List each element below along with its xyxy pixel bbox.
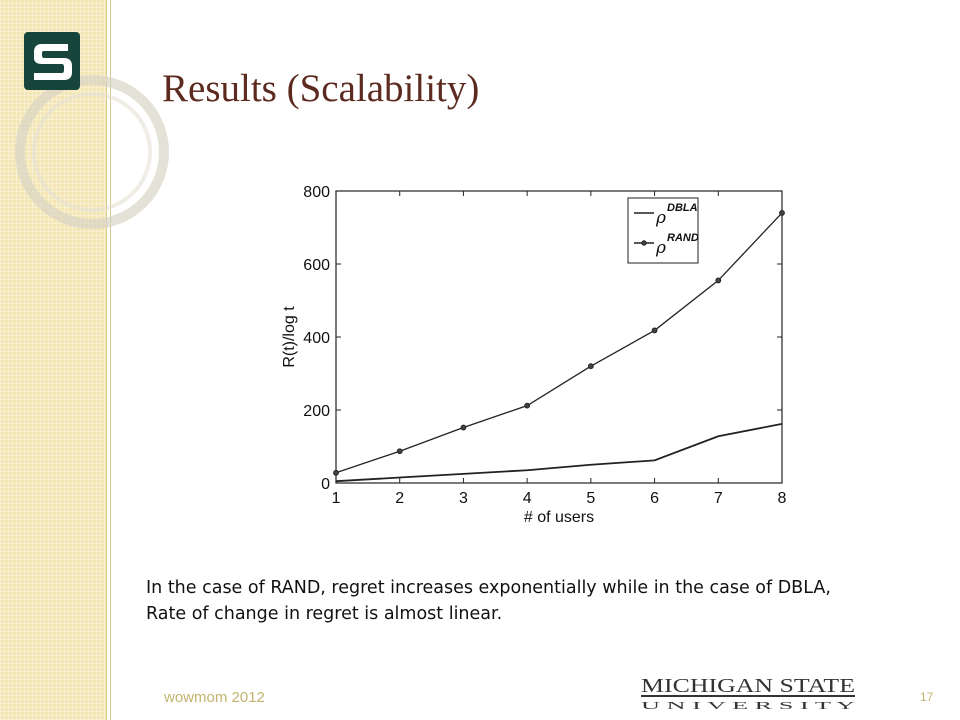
legend-marker-rand — [641, 240, 647, 246]
legend-label-dbla: DBLA — [667, 202, 698, 214]
y-tick-label: 800 — [303, 184, 330, 201]
x-tick-label: 6 — [650, 490, 659, 507]
legend-symbol-dbla: ρ — [655, 208, 666, 228]
caption-line-1: In the case of RAND, regret increases ex… — [146, 578, 831, 598]
data-point-rand — [587, 363, 594, 370]
footer-conference-label: wowmom 2012 — [164, 689, 265, 706]
x-tick-label: 5 — [586, 490, 595, 507]
spartan-s-logo — [24, 32, 80, 90]
y-tick-label: 200 — [303, 403, 330, 420]
caption-line-2: Rate of change in regret is almost linea… — [146, 604, 503, 624]
data-point-rand — [779, 210, 785, 216]
university-name-line-2: U N I V E R S I T Y — [641, 700, 855, 712]
data-point-rand — [333, 469, 339, 476]
series-line-dbla — [335, 422, 783, 483]
x-tick-label: 8 — [778, 490, 787, 507]
legend-symbol-rand: ρ — [655, 238, 666, 258]
y-tick-label: 600 — [303, 257, 330, 274]
data-point-rand — [715, 277, 722, 284]
y-tick-label: 400 — [303, 330, 330, 347]
slide-caption: In the case of RAND, regret increases ex… — [146, 575, 926, 627]
slide-title: Results (Scalability) — [162, 67, 480, 110]
x-tick-label: 3 — [459, 490, 468, 507]
side-band-rule — [110, 0, 111, 720]
x-tick-label: 7 — [714, 490, 723, 507]
y-axis-label: R(t)/log t — [281, 306, 298, 368]
side-decoration-band — [0, 0, 107, 720]
page-number: 17 — [920, 690, 934, 704]
y-tick-label: 0 — [321, 476, 330, 493]
university-name-line-1: MICHIGAN STATE — [641, 675, 855, 697]
scalability-line-chart: 0 200 400 600 800 1 2 3 4 5 6 7 8 # of users R(t)/log … — [281, 184, 787, 526]
data-point-rand — [651, 327, 658, 334]
x-tick-label: 4 — [523, 490, 532, 507]
data-point-rand — [460, 424, 467, 431]
data-point-rand — [524, 402, 531, 409]
plot-frame — [335, 190, 783, 484]
x-tick-label: 1 — [332, 490, 341, 507]
x-axis-label: # of users — [524, 509, 594, 526]
legend-label-rand: RAND — [667, 232, 699, 244]
data-point-rand — [396, 448, 403, 455]
series-line-rand — [335, 212, 783, 474]
decorative-rings — [15, 75, 169, 229]
legend-box — [627, 197, 699, 264]
x-tick-label: 2 — [395, 490, 404, 507]
michigan-state-university-logo: MICHIGAN STATE U N I V E R S I T Y — [641, 675, 855, 712]
